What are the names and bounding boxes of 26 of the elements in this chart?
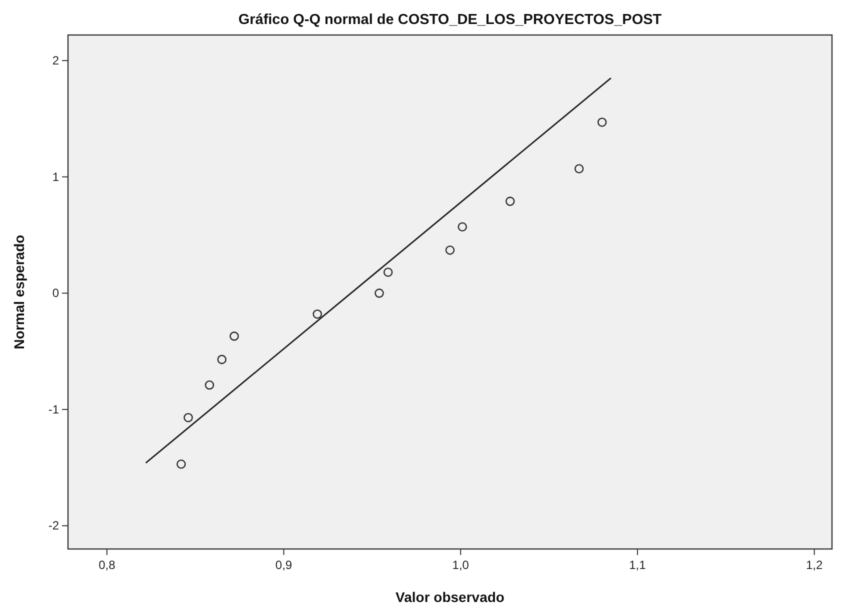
point (597, 118, 607, 127)
point (458, 222, 468, 232)
point (505, 196, 515, 206)
y-tick-label: 1 (52, 170, 60, 184)
x-axis-title: Valor observado (396, 589, 504, 605)
point (217, 354, 227, 364)
point (383, 268, 393, 277)
y-tick-label: -2 (48, 518, 60, 533)
y-tick-label: 0 (52, 286, 60, 300)
x-tick-label: 0,9 (275, 558, 292, 572)
x-tick-label: 1,0 (452, 558, 470, 572)
x-tick-label: 1,1 (629, 558, 646, 572)
y-tick-label: 2 (52, 54, 60, 68)
y-tick-label: -1 (48, 402, 60, 416)
x-tick-label: 1,2 (806, 558, 823, 572)
point (312, 309, 322, 319)
point (574, 164, 584, 174)
point (204, 380, 214, 390)
point (374, 288, 384, 298)
y-axis-title: Normal esperado (11, 234, 27, 350)
point (445, 245, 455, 255)
x-tick-label: 0,8 (98, 558, 116, 572)
point (184, 412, 193, 422)
point (176, 459, 186, 469)
chart-title: Gráfico Q-Q normal de COSTO_DE_LOS_PROYECTOS_POST (238, 12, 662, 28)
point (230, 332, 239, 341)
